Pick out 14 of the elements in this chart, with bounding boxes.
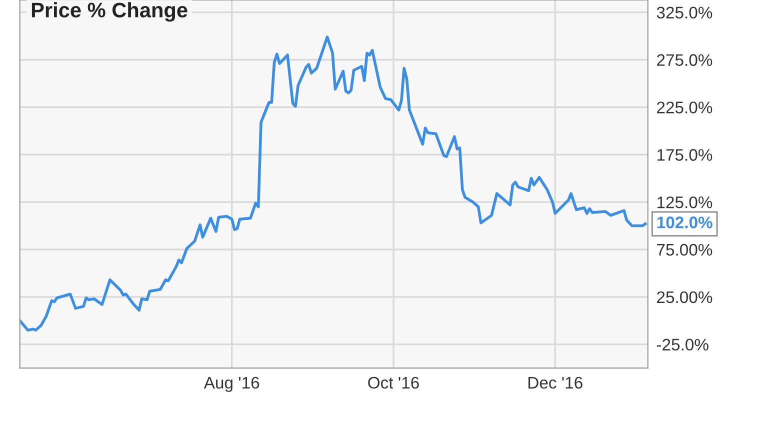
y-tick-label: 125.0% (657, 196, 712, 208)
chart-title: Price % Change (32, 2, 188, 22)
x-tick-label: Oct '16 (368, 376, 419, 389)
y-tick-label: 325.0% (656, 6, 712, 19)
y-tick-label: 25.00% (657, 291, 712, 304)
y-tick-label: 75.00% (657, 244, 712, 256)
y-tick-label: 275.0% (657, 54, 712, 66)
x-tick-label: Aug '16 (204, 376, 260, 392)
y-tick-label: 225.0% (657, 102, 712, 114)
y-tick-label: -25.0% (656, 338, 708, 351)
x-tick-label: Dec '16 (528, 376, 582, 389)
line-series (20, 36, 647, 332)
annotation: 102.0% (657, 216, 712, 228)
y-tick-label: 175.0% (657, 149, 712, 161)
